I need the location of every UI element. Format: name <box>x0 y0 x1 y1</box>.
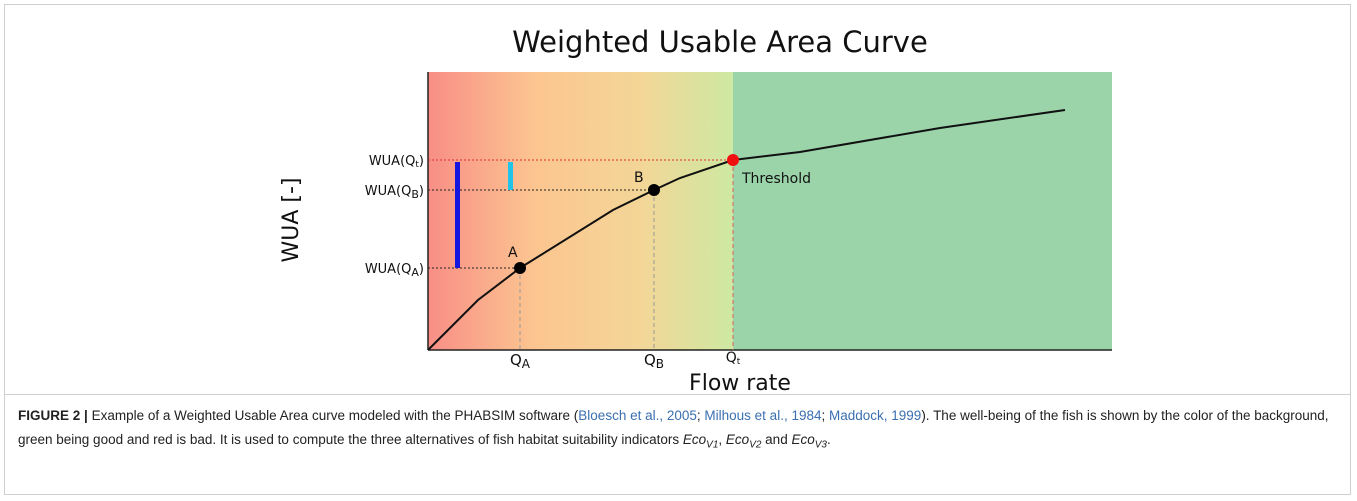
reference-link[interactable]: Maddock, 1999 <box>829 408 922 423</box>
x-mark-sub: t <box>737 357 741 367</box>
bad-zone <box>428 72 733 350</box>
indicator: EcoV3 <box>791 432 827 451</box>
x-mark-text: Q <box>644 351 656 369</box>
plot-title: Weighted Usable Area Curve <box>512 25 928 59</box>
good-zone <box>733 72 1112 350</box>
point-b <box>648 184 660 196</box>
indicator-text: Eco <box>791 432 815 447</box>
indicator-sub: V1 <box>706 439 719 451</box>
figure-frame <box>4 4 1351 495</box>
caption-text: , <box>718 432 726 447</box>
x-mark-text: Q <box>726 350 737 366</box>
indicator: EcoV2 <box>725 432 762 451</box>
y-mark-end: ) <box>419 184 424 199</box>
threshold-label: Threshold <box>741 171 811 187</box>
wua-curve <box>427 109 1066 351</box>
point-label: B <box>634 170 644 186</box>
indicator-sub: V3 <box>814 439 827 451</box>
x-mark-label: Qt <box>726 350 741 367</box>
caption-label: FIGURE 2 | <box>18 408 88 423</box>
caption: FIGURE 2 | Example of a Weighted Usable … <box>18 404 1338 458</box>
caption-text: ; <box>821 408 829 423</box>
caption-text: ). The well-being of the fish is shown b… <box>18 408 1329 447</box>
y-mark-sub: B <box>411 188 419 201</box>
y-mark-text: WUA(Q <box>369 154 416 169</box>
x-axis-label: Flow rate <box>689 371 791 396</box>
y-mark-label: WUA(QB) <box>365 184 424 201</box>
caption-text: and <box>761 432 792 447</box>
eco-bar-short <box>508 162 513 190</box>
x-mark-label: QB <box>644 351 664 371</box>
reference-link[interactable]: Milhous et al., 1984 <box>704 408 822 423</box>
caption-text: ; <box>696 408 705 423</box>
caption-text: . <box>826 432 831 447</box>
y-axis-label: WUA [-] <box>279 177 304 262</box>
indicator-sub: V2 <box>749 439 762 451</box>
reference-link[interactable]: Bloesch et al., 2005 <box>578 408 697 423</box>
indicator-text: Eco <box>725 432 750 447</box>
caption-divider <box>5 394 1350 395</box>
y-mark-label: WUA(Qt) <box>369 154 424 170</box>
y-mark-text: WUA(Q <box>365 184 412 199</box>
y-mark-end: ) <box>419 262 424 277</box>
figure-plot: Weighted Usable Area Curve A B Threshold… <box>279 25 1112 396</box>
x-mark-text: Q <box>510 351 522 369</box>
x-mark-sub: A <box>522 357 531 371</box>
point-a <box>514 262 526 274</box>
eco-bar-long <box>455 162 460 268</box>
y-mark-sub: A <box>411 266 419 279</box>
indicator-text: Eco <box>682 432 707 447</box>
y-mark-text: WUA(Q <box>365 262 412 277</box>
point-label: A <box>508 245 518 261</box>
point-threshold <box>727 154 739 166</box>
x-mark-label: QA <box>510 351 531 371</box>
x-mark-sub: B <box>656 357 664 371</box>
caption-text: Example of a Weighted Usable Area curve … <box>91 408 579 423</box>
y-mark-label: WUA(QA) <box>365 262 424 279</box>
y-mark-end: ) <box>419 154 424 169</box>
y-mark-sub: t <box>415 160 419 170</box>
indicator: EcoV1 <box>682 432 719 451</box>
